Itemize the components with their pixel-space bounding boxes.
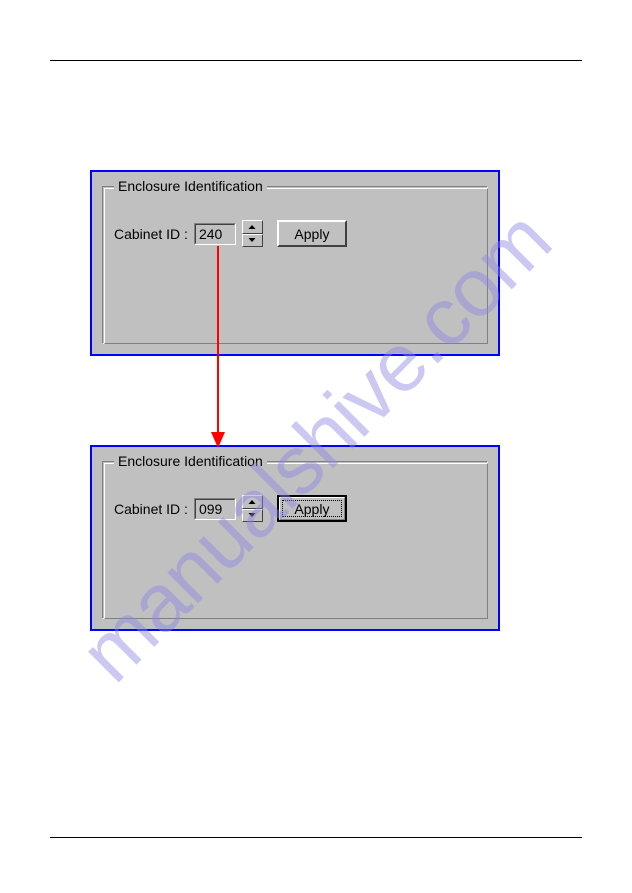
enclosure-fieldset: Enclosure Identification Cabinet ID : 24… [102,178,488,344]
cabinet-id-row: Cabinet ID : 240 Apply [114,220,347,247]
arrow-head-icon [211,432,225,448]
fieldset-legend: Enclosure Identification [114,453,267,469]
spinner-down-button[interactable] [242,234,263,248]
spinner-down-button[interactable] [242,509,263,523]
apply-button-label: Apply [294,501,329,517]
fieldset-legend: Enclosure Identification [114,178,267,194]
enclosure-fieldset: Enclosure Identification Cabinet ID : 09… [102,453,488,619]
fieldset-border [102,186,488,344]
arrow-line [217,246,219,432]
enclosure-panel-before: Enclosure Identification Cabinet ID : 24… [90,170,500,356]
chevron-up-icon [249,225,256,229]
chevron-up-icon [249,500,256,504]
chevron-down-icon [249,513,256,517]
cabinet-id-label: Cabinet ID : [114,226,188,242]
cabinet-id-value: 240 [199,226,222,242]
fieldset-border [102,461,488,619]
cabinet-id-value: 099 [199,501,222,517]
arrow-annotation [217,246,219,446]
chevron-down-icon [249,238,256,242]
page-rule-bottom [50,837,582,838]
apply-button-label: Apply [294,226,329,242]
spinner-up-button[interactable] [242,495,263,509]
page-rule-top [50,60,582,61]
spinner-up-button[interactable] [242,220,263,234]
enclosure-panel-after: Enclosure Identification Cabinet ID : 09… [90,445,500,631]
cabinet-id-input[interactable]: 240 [194,223,236,245]
cabinet-id-row: Cabinet ID : 099 Apply [114,495,347,522]
cabinet-id-input[interactable]: 099 [194,498,236,520]
apply-button[interactable]: Apply [277,220,347,247]
cabinet-id-spinner [242,495,263,522]
apply-button[interactable]: Apply [277,495,347,522]
cabinet-id-spinner [242,220,263,247]
cabinet-id-label: Cabinet ID : [114,501,188,517]
